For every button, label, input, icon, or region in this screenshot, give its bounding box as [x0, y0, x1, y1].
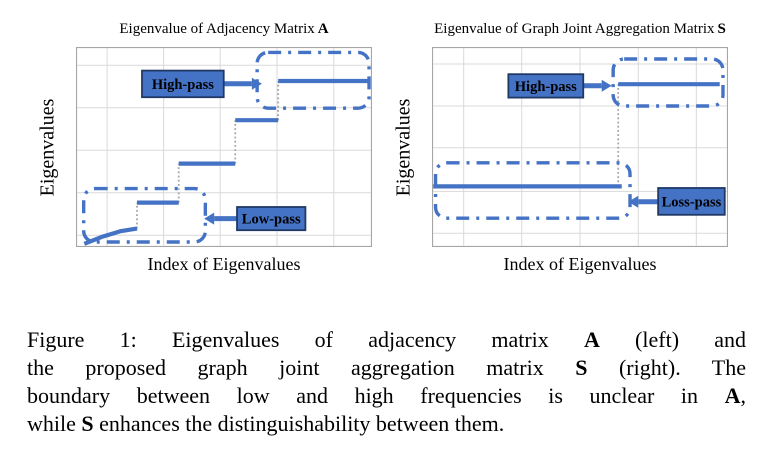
chart-title-right-bold: S [717, 21, 726, 37]
loss-pass-label-text: Loss-pass [662, 194, 722, 210]
high-pass-label-text: High-pass [515, 79, 577, 95]
loss-pass-label-box [657, 187, 726, 216]
y-axis-label-left: Eigenvalues [36, 98, 59, 196]
loss-pass-arrow-head [628, 195, 639, 208]
low-pass-label-box [236, 206, 307, 232]
low-pass-region-dashdot-box [81, 186, 208, 244]
high-pass-arrow-head [251, 77, 262, 90]
high-pass-label-box [507, 73, 585, 99]
chart-joint-aggregation-matrix: Eigenvalue of Graph Joint Aggregation Ma… [376, 16, 730, 275]
chart-adjacency-matrix: Eigenvalue of Adjacency Matrix A Eigenva… [20, 16, 372, 275]
chart-title-left-bold: A [317, 21, 329, 37]
figure-caption: Figure 1: Eigenvalues of adjacency matri… [27, 326, 746, 438]
high-pass-arrow-head [601, 79, 612, 92]
high-pass-region-dashdot-box [611, 57, 725, 108]
rising-curve-series [83, 226, 138, 246]
low-pass-label-text: Low-pass [242, 212, 301, 228]
chart-title-right-text: Eigenvalue of Graph Joint Aggregation Ma… [434, 21, 715, 37]
chart-title-left-text: Eigenvalue of Adjacency Matrix [119, 21, 315, 37]
x-axis-label-right: Index of Eigenvalues [503, 254, 657, 274]
plot-area-joint-aggregation-matrix: High-pass Loss-pass [432, 47, 728, 247]
plot-area-adjacency-matrix: High-pass Low-pass [76, 47, 372, 247]
y-axis-label-right: Eigenvalues [392, 98, 415, 196]
chart-title-right: Eigenvalue of Graph Joint Aggregation Ma… [432, 16, 728, 38]
caption-line: the proposed graph joint aggregation mat… [27, 355, 746, 380]
high-pass-label-text: High-pass [152, 77, 214, 93]
x-axis-label-left: Index of Eigenvalues [147, 254, 301, 274]
caption-line: boundary between low and high frequencie… [27, 383, 746, 408]
caption-line: while S enhances the distinguishability … [27, 411, 505, 436]
chart-title-left: Eigenvalue of Adjacency Matrix A [76, 16, 372, 38]
low-pass-arrow-head [204, 212, 215, 225]
caption-line: Figure 1: Eigenvalues of adjacency matri… [27, 327, 746, 352]
high-pass-label-box [141, 69, 225, 99]
high-pass-region-dashdot-box [255, 50, 371, 110]
